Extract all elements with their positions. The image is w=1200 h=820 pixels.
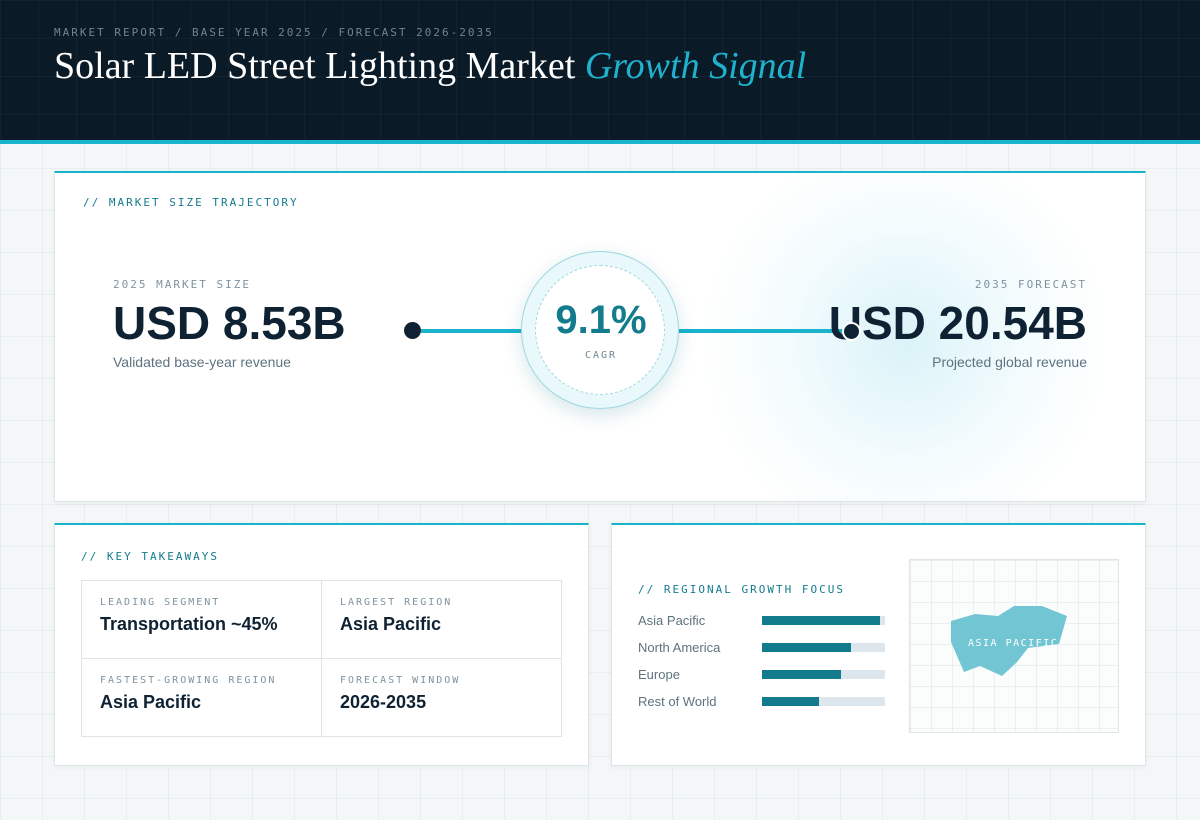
takeaway-largest-region: LARGEST REGION Asia Pacific <box>322 581 562 659</box>
takeaway-fastest-growing-region: FASTEST-GROWING REGION Asia Pacific <box>82 659 322 737</box>
takeaway-label: LEADING SEGMENT <box>100 597 221 608</box>
timeline-end-dot <box>842 322 861 341</box>
cagr-badge: 9.1% CAGR <box>521 251 679 409</box>
base-year-caption: Validated base-year revenue <box>113 354 291 370</box>
card-title-trajectory: // MARKET SIZE TRAJECTORY <box>83 196 299 209</box>
background-glow <box>695 173 1115 501</box>
region-row-rest-of-world: Rest of World <box>638 692 886 712</box>
region-name: Asia Pacific <box>638 613 706 628</box>
region-bar-track <box>762 616 885 625</box>
card-title-regional: // REGIONAL GROWTH FOCUS <box>638 583 845 596</box>
market-size-card: // MARKET SIZE TRAJECTORY 2025 MARKET SI… <box>54 171 1146 502</box>
region-bar-track <box>762 697 885 706</box>
page-title: Solar LED Street Lighting Market Growth … <box>54 44 806 88</box>
timeline-start-dot <box>404 322 421 339</box>
page-title-main: Solar LED Street Lighting Market <box>54 45 576 87</box>
forecast-caption: Projected global revenue <box>932 354 1087 370</box>
takeaway-label: LARGEST REGION <box>340 597 453 608</box>
region-bar-fill <box>762 697 819 706</box>
region-name: North America <box>638 640 721 655</box>
takeaway-label: FORECAST WINDOW <box>340 675 461 686</box>
base-year-label: 2025 MARKET SIZE <box>113 278 251 291</box>
takeaway-value: Transportation ~45% <box>100 614 278 634</box>
takeaways-grid: LEADING SEGMENT Transportation ~45% LARG… <box>81 580 562 737</box>
cagr-label: CAGR <box>584 350 618 361</box>
region-name: Europe <box>638 667 680 682</box>
takeaway-value: Asia Pacific <box>100 692 202 712</box>
grid-divider-horizontal <box>82 658 561 659</box>
timeline-line-left <box>421 329 535 333</box>
page-header: MARKET REPORT / BASE YEAR 2025 / FORECAS… <box>0 0 1200 144</box>
asia-pacific-map-shape <box>951 606 1067 676</box>
cagr-badge-inner: 9.1% CAGR <box>535 265 665 395</box>
takeaway-label: FASTEST-GROWING REGION <box>100 675 277 686</box>
takeaway-leading-segment: LEADING SEGMENT Transportation ~45% <box>82 581 322 659</box>
takeaway-value: Asia Pacific <box>340 614 442 634</box>
region-bar-track <box>762 643 885 652</box>
region-row-asia-pacific: Asia Pacific <box>638 611 886 631</box>
forecast-block: 2035 FORECAST USD 20.54B Projected globa… <box>829 278 1087 370</box>
region-row-north-america: North America <box>638 638 886 658</box>
page-title-accent: Growth Signal <box>584 45 807 87</box>
base-year-value: USD 8.53B <box>113 297 346 349</box>
base-year-block: 2025 MARKET SIZE USD 8.53B Validated bas… <box>113 278 346 370</box>
card-title-takeaways: // KEY TAKEAWAYS <box>81 550 219 563</box>
region-bar-fill <box>762 616 881 625</box>
key-takeaways-card: // KEY TAKEAWAYS LEADING SEGMENT Transpo… <box>54 523 589 766</box>
region-bar-track <box>762 670 885 679</box>
region-bar-fill <box>762 643 851 652</box>
cagr-value: 9.1% <box>555 298 647 342</box>
forecast-label: 2035 FORECAST <box>974 278 1087 291</box>
regional-growth-card: // REGIONAL GROWTH FOCUS Asia Pacific No… <box>611 523 1146 766</box>
region-bar-fill <box>762 670 841 679</box>
takeaway-value: 2026-2035 <box>340 692 427 712</box>
takeaway-forecast-window: FORECAST WINDOW 2026-2035 <box>322 659 562 737</box>
region-row-europe: Europe <box>638 665 886 685</box>
region-name: Rest of World <box>638 694 717 709</box>
breadcrumb: MARKET REPORT / BASE YEAR 2025 / FORECAS… <box>54 26 494 39</box>
timeline-line-right <box>665 329 851 333</box>
forecast-value: USD 20.54B <box>828 297 1087 349</box>
region-map: ASIA PACIFIC <box>909 559 1119 733</box>
map-label: ASIA PACIFIC <box>968 638 1059 649</box>
